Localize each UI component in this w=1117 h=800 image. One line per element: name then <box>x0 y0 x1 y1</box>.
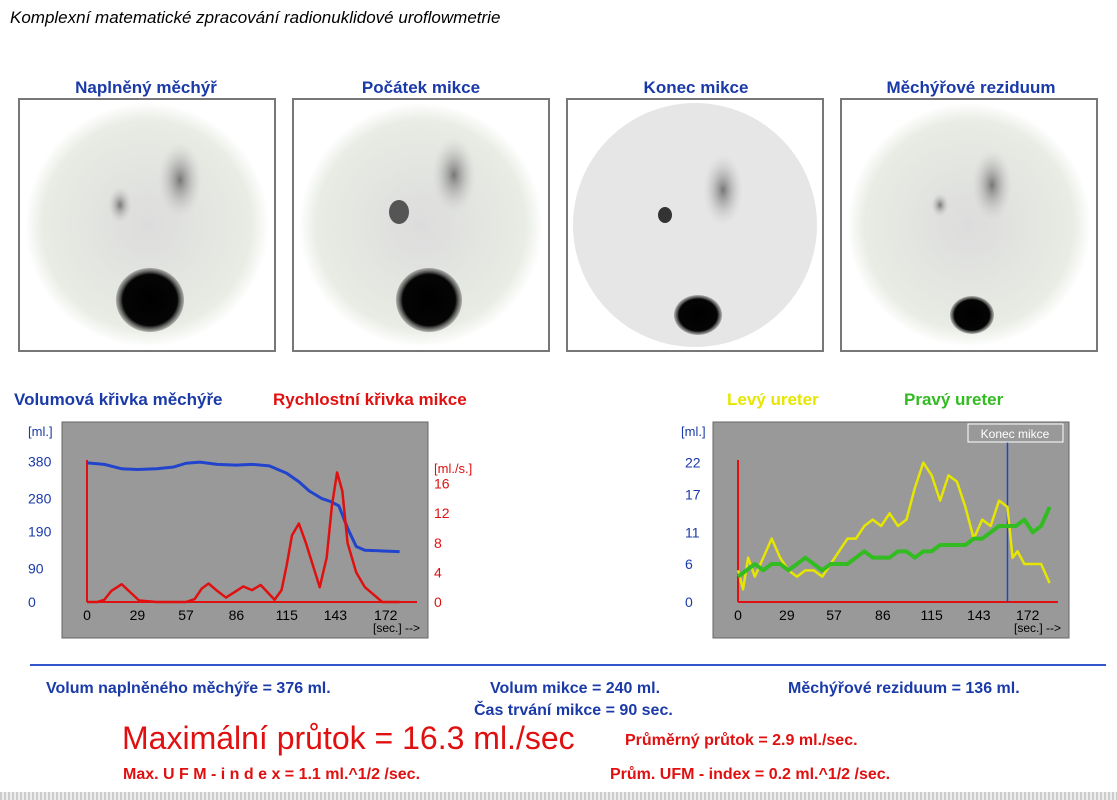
x-tick: 115 <box>921 607 944 623</box>
series-line-1 <box>87 471 400 604</box>
x-tick: 86 <box>875 607 891 623</box>
x-tick: 172 <box>1016 607 1040 623</box>
y-right-tick: 8 <box>434 535 442 551</box>
scan-label-end-micturition: Konec mikce <box>643 78 749 97</box>
x-tick: 29 <box>779 607 795 623</box>
right-ureter-header: Pravý ureter <box>904 390 1004 409</box>
stat-avg-flow: Průměrný průtok = 2.9 ml./sec. <box>625 732 858 749</box>
y-left-label: [ml.] <box>28 424 53 439</box>
scan-image-full-bladder <box>18 98 276 352</box>
scan-image-start-micturition <box>292 98 550 352</box>
y-left-tick: 190 <box>28 524 52 540</box>
y-right-tick: 12 <box>434 505 450 521</box>
page-title: Komplexní matematické zpracování radionu… <box>10 8 501 27</box>
left-ureter-header: Levý ureter <box>727 390 819 409</box>
series-line-0 <box>86 460 400 554</box>
y-left-tick: 280 <box>28 490 52 506</box>
annotation-label: Konec mikce <box>981 427 1050 441</box>
stat-max-flow: Maximální průtok = 16.3 ml./sec <box>122 720 575 756</box>
plot-area <box>712 421 1070 639</box>
y-tick: 0 <box>685 594 693 610</box>
y-tick: 11 <box>685 524 700 540</box>
y-right-label: [ml./s.] <box>434 461 472 476</box>
y-left-tick: 90 <box>28 561 44 577</box>
volume-rate-chart: [ml.] [ml./s.] 0 90 190 280 380 0 4 8 12 16 0 29 57 86 1… <box>28 421 472 639</box>
series-line-1 <box>736 506 1052 579</box>
x-tick: 0 <box>83 607 91 623</box>
x-tick: 115 <box>276 607 299 623</box>
volume-curve-header: Volumová křivka měchýře <box>14 390 223 409</box>
stat-volume-mikce: Volum mikce = 240 ml. <box>490 680 661 697</box>
stat-residuum: Měchýřové reziduum = 136 ml. <box>788 680 1020 697</box>
x-axis-label: [sec.] --> <box>1014 621 1061 635</box>
y-right-tick: 16 <box>434 476 450 492</box>
scan-label-full-bladder: Naplněný měchýř <box>75 78 217 97</box>
divider-line <box>30 664 1106 666</box>
x-tick: 172 <box>374 607 398 623</box>
y-left-tick: 0 <box>28 594 36 610</box>
y-tick: 22 <box>685 455 701 471</box>
x-tick: 143 <box>967 607 991 623</box>
bottom-scrollbar <box>0 792 1117 800</box>
annotation-box <box>967 423 1064 443</box>
y-tick: 17 <box>685 486 701 502</box>
x-tick: 0 <box>734 607 742 623</box>
scan-label-residuum: Měchýřové reziduum <box>886 78 1056 97</box>
stat-avg-ufm: Prům. UFM - index = 0.2 ml.^1/2 /sec. <box>610 766 891 783</box>
x-tick: 143 <box>324 607 348 623</box>
scan-label-start-micturition: Počátek mikce <box>361 78 481 97</box>
x-tick: 57 <box>826 607 842 623</box>
scan-image-end-micturition <box>566 98 824 352</box>
series-line-0 <box>736 461 1051 591</box>
stat-duration: Čas trvání mikce = 90 sec. <box>474 702 673 719</box>
x-axis-label: [sec.] --> <box>373 621 420 635</box>
y-left-tick: 380 <box>28 453 52 469</box>
scan-image-residuum <box>840 98 1098 352</box>
x-tick: 86 <box>229 607 245 623</box>
y-tick: 6 <box>685 556 693 572</box>
stat-max-ufm: Max. U F M - i n d e x = 1.1 ml.^1/2 /se… <box>123 766 421 783</box>
y-right-tick: 4 <box>434 564 442 580</box>
plot-area <box>61 421 429 639</box>
y-right-tick: 0 <box>434 594 442 610</box>
x-tick: 57 <box>178 607 194 623</box>
y-label: [ml.] <box>681 424 706 439</box>
x-tick: 29 <box>130 607 146 623</box>
rate-curve-header: Rychlostní křivka mikce <box>273 390 467 409</box>
stat-volume-full: Volum naplněného měchýře = 376 ml. <box>46 680 331 697</box>
ureter-chart: [ml.] 0 6 11 17 22 0 29 57 86 115 143 172[sec.] --> K… <box>681 421 1070 639</box>
